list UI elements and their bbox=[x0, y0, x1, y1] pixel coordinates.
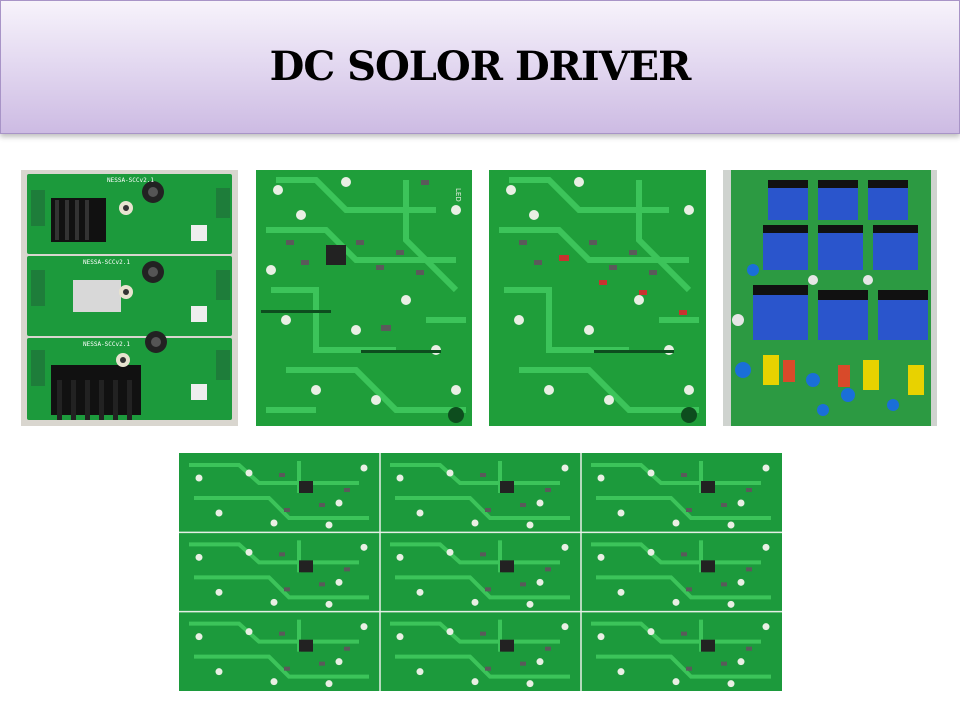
title-banner: DC SOLOR DRIVER bbox=[0, 0, 960, 134]
panel-board bbox=[390, 619, 570, 688]
panel-board bbox=[390, 461, 570, 529]
panel-board bbox=[189, 619, 369, 688]
board-label-3: NESSA-SCCv2.1 bbox=[83, 341, 130, 348]
transformer-boards-photo bbox=[723, 170, 937, 426]
pcb-panel-photo bbox=[179, 453, 782, 691]
led-marking: LED bbox=[454, 188, 462, 202]
panel-board bbox=[591, 540, 771, 608]
assembled-boards-photo: NESSA-SCCv2.1 NESSA-SCCv2.1 NESSA-SCCv2.… bbox=[21, 170, 238, 426]
panel-board bbox=[189, 540, 369, 608]
pcb-bottom-photo-2 bbox=[489, 170, 706, 426]
board-bottom: NESSA-SCCv2.1 bbox=[27, 331, 232, 420]
panel-board bbox=[390, 540, 570, 608]
panel-board bbox=[591, 461, 771, 529]
pcb-bottom-photo-1: LED bbox=[256, 170, 472, 426]
slide-title: DC SOLOR DRIVER bbox=[269, 43, 692, 90]
board-label-1: NESSA-SCCv2.1 bbox=[107, 177, 154, 184]
panel-board bbox=[591, 619, 771, 688]
panel-board bbox=[189, 461, 369, 529]
board-label-2: NESSA-SCCv2.1 bbox=[83, 259, 130, 266]
board-top: NESSA-SCCv2.1 bbox=[27, 174, 232, 254]
board-middle: NESSA-SCCv2.1 bbox=[27, 256, 232, 336]
